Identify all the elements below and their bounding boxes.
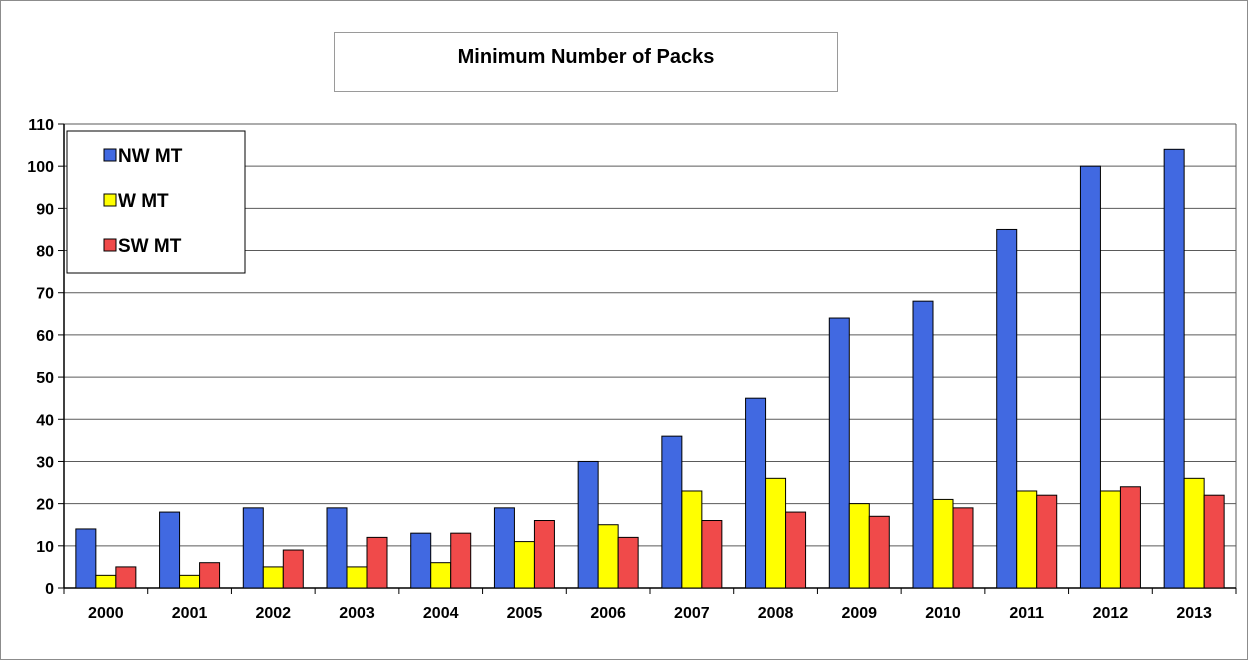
legend-swatch [103, 193, 117, 207]
legend-label: SW MT [118, 236, 182, 257]
x-tick-label: 2011 [1009, 605, 1044, 622]
x-tick-label: 2001 [172, 605, 208, 622]
x-tick-label: 2012 [1093, 605, 1129, 622]
legend-label: NW MT [118, 146, 183, 167]
bar-sw-mt [785, 511, 807, 589]
bar-nw-mt [828, 317, 850, 589]
bar-nw-mt [912, 300, 934, 589]
y-tick-label: 40 [36, 412, 54, 429]
bar-nw-mt [1163, 148, 1185, 589]
bar-w-mt [95, 574, 117, 589]
y-tick-label: 100 [27, 159, 54, 176]
bar-nw-mt [1079, 165, 1101, 589]
y-tick-label: 70 [36, 286, 54, 303]
bar-sw-mt [199, 562, 221, 589]
bar-w-mt [597, 524, 619, 589]
bar-w-mt [346, 566, 368, 589]
legend-label: W MT [118, 191, 169, 212]
bar-sw-mt [868, 515, 890, 589]
bar-sw-mt [115, 566, 137, 589]
bar-nw-mt [75, 528, 97, 589]
legend-swatch [103, 238, 117, 252]
bar-w-mt [513, 541, 535, 589]
bar-w-mt [179, 574, 201, 589]
bar-w-mt [1183, 477, 1205, 589]
x-tick-label: 2004 [423, 605, 459, 622]
bar-nw-mt [493, 507, 515, 589]
y-tick-label: 0 [45, 581, 54, 598]
bar-sw-mt [282, 549, 304, 589]
bar-nw-mt [745, 397, 767, 589]
bar-w-mt [932, 498, 954, 589]
x-tick-label: 2008 [758, 605, 794, 622]
y-tick-label: 10 [36, 539, 54, 556]
bar-sw-mt [701, 520, 723, 589]
bar-w-mt [430, 562, 452, 589]
bar-sw-mt [1036, 494, 1058, 589]
bar-sw-mt [1203, 494, 1225, 589]
x-tick-label: 2005 [507, 605, 543, 622]
bar-nw-mt [242, 507, 264, 589]
bar-w-mt [765, 477, 787, 589]
bar-w-mt [1099, 490, 1121, 589]
bar-sw-mt [952, 507, 974, 589]
bar-w-mt [848, 503, 870, 589]
bar-w-mt [262, 566, 284, 589]
bar-w-mt [681, 490, 703, 589]
bar-nw-mt [661, 435, 683, 589]
legend-box [66, 130, 246, 274]
bar-nw-mt [326, 507, 348, 589]
x-tick-label: 2010 [925, 605, 961, 622]
bar-nw-mt [996, 228, 1018, 589]
y-tick-label: 20 [36, 497, 54, 514]
bar-nw-mt [410, 532, 432, 589]
x-tick-label: 2006 [590, 605, 626, 622]
y-tick-label: 110 [28, 117, 54, 134]
x-tick-label: 2007 [674, 605, 710, 622]
legend-swatch [103, 148, 117, 162]
x-tick-label: 2000 [88, 605, 124, 622]
bar-sw-mt [366, 536, 388, 589]
x-tick-label: 2002 [255, 605, 291, 622]
y-tick-label: 50 [36, 370, 54, 387]
chart-title: Minimum Number of Packs [457, 46, 715, 68]
y-tick-label: 90 [36, 201, 54, 218]
bar-sw-mt [533, 520, 555, 589]
x-tick-label: 2003 [339, 605, 375, 622]
bar-sw-mt [1119, 486, 1141, 589]
bar-nw-mt [577, 460, 599, 589]
bar-sw-mt [617, 536, 639, 589]
x-tick-label: 2013 [1176, 605, 1212, 622]
bar-nw-mt [159, 511, 181, 589]
y-tick-label: 80 [36, 244, 54, 261]
bar-sw-mt [450, 532, 472, 589]
y-tick-label: 60 [36, 328, 54, 345]
bar-w-mt [1016, 490, 1038, 589]
x-tick-label: 2009 [841, 605, 877, 622]
chart-title-box: Minimum Number of Packs [334, 32, 838, 92]
y-tick-label: 30 [36, 454, 54, 471]
